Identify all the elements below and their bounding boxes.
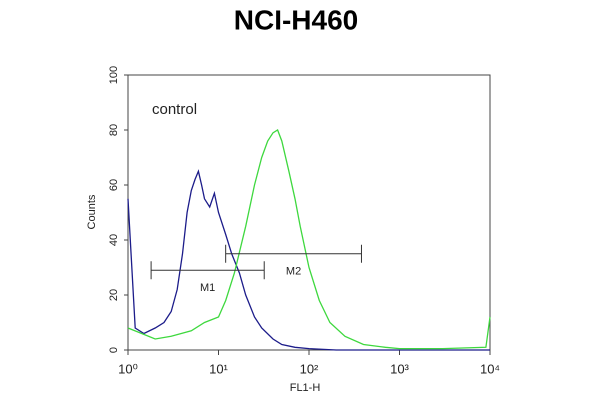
x-tick-label: 10³ xyxy=(390,361,409,376)
series-line xyxy=(127,169,490,351)
series-line xyxy=(127,129,491,350)
x-axis-label: FL1-H xyxy=(290,382,321,394)
chart-title: NCI-H460 xyxy=(234,4,358,35)
y-tick-label: 40 xyxy=(108,234,120,246)
x-tick-label: 10⁴ xyxy=(480,361,500,376)
y-tick-label: 0 xyxy=(108,347,120,353)
x-tick-label: 10² xyxy=(300,361,319,376)
x-tick-label: 10⁰ xyxy=(118,361,138,376)
y-tick-label: 20 xyxy=(108,289,120,301)
gate-label: M1 xyxy=(200,282,215,294)
x-tick-label: 10¹ xyxy=(209,361,228,376)
y-tick-label: 80 xyxy=(108,124,120,136)
y-tick-label: 100 xyxy=(108,66,120,84)
y-tick-label: 60 xyxy=(108,179,120,191)
gate-label: M2 xyxy=(286,266,301,278)
y-axis-label: Counts xyxy=(86,194,98,229)
annotation: control xyxy=(152,101,197,118)
